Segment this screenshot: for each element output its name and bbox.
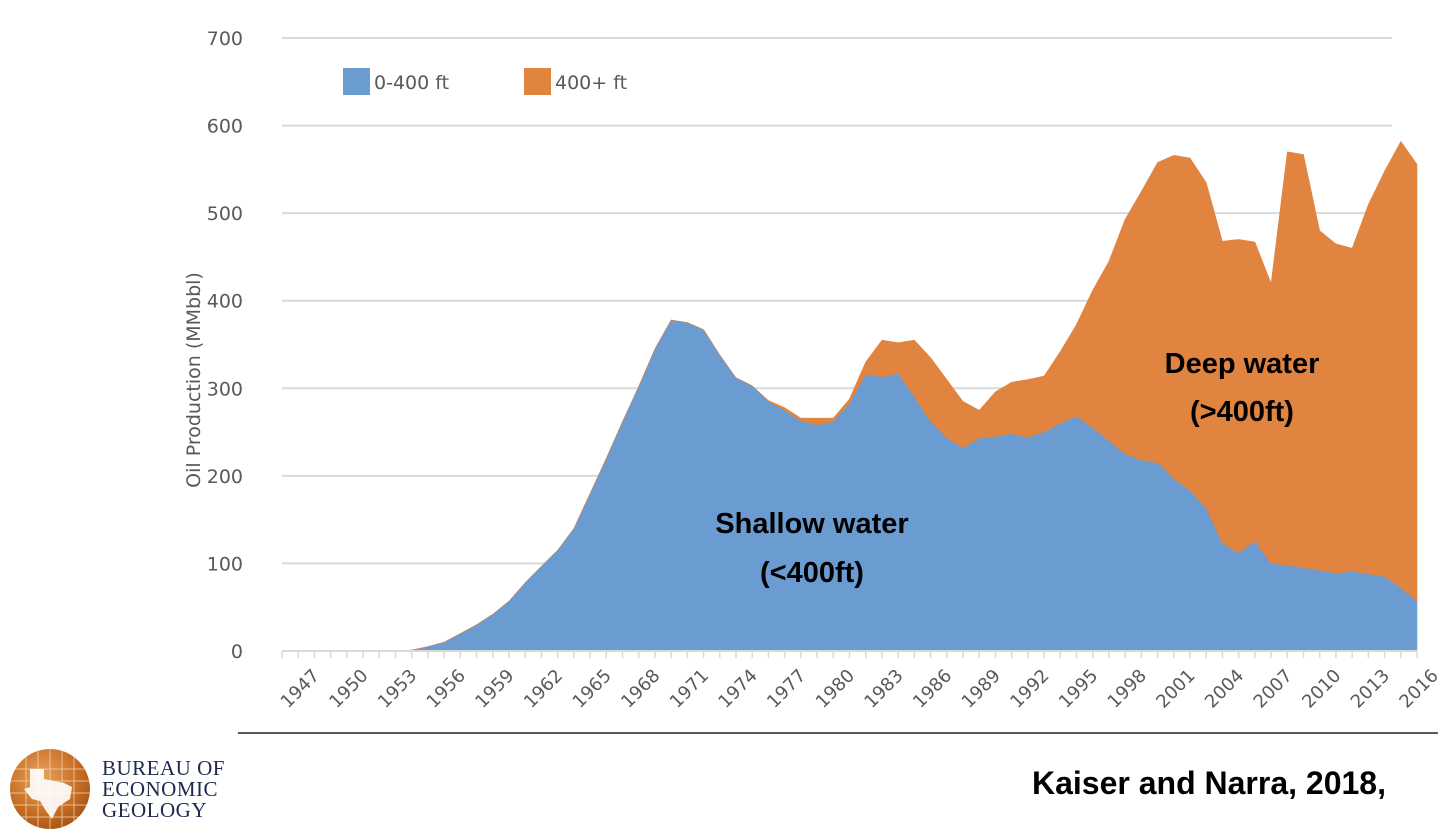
x-tick-label: 1983 (860, 665, 907, 712)
y-axis-label: Oil Production (MMbbl) (183, 272, 205, 488)
gridlines (282, 37, 1392, 565)
area-deep (282, 140, 1418, 652)
x-tick-label: 1971 (666, 665, 713, 712)
x-tick-label: 1989 (958, 665, 1005, 712)
logo-line2: ECONOMIC (102, 777, 219, 801)
x-tick-label: 1995 (1055, 665, 1102, 712)
legend: 0-400 ft 400+ ft (343, 68, 627, 95)
y-tick-label: 500 (207, 203, 243, 225)
stacked-area-chart: 1947 1950 1953 1956 1959 1962 1965 1968 1971 1974… (183, 28, 1443, 713)
annotation-deep: Deep water (>400ft) (1165, 348, 1320, 428)
y-tick-label: 0 (231, 641, 243, 663)
legend-swatch-shallow (343, 68, 370, 95)
y-tick-label: 300 (207, 378, 243, 400)
globe-texas-icon (10, 749, 90, 829)
y-tick-label: 100 (207, 553, 243, 575)
x-tick-label: 1959 (471, 665, 518, 712)
x-tick-label: 1956 (423, 665, 470, 712)
bureau-logo: BUREAU OF ECONOMIC GEOLOGY (5, 746, 255, 832)
x-tick-label: 1974 (714, 665, 761, 712)
annotation-shallow-line1: Shallow water (715, 508, 908, 540)
bureau-logo-text: BUREAU OF ECONOMIC GEOLOGY (102, 758, 225, 821)
y-tick-label: 600 (207, 116, 243, 138)
annotation-shallow: Shallow water (<400ft) (715, 508, 908, 589)
x-tick-label: 1998 (1104, 665, 1151, 712)
y-axis: 0 100 200 300 400 500 600 700 (207, 28, 243, 663)
citation: Kaiser and Narra, 2018, (1032, 765, 1386, 801)
legend-label-deep: 400+ ft (555, 72, 627, 94)
annotation-shallow-line2: (<400ft) (760, 557, 864, 589)
x-tick-label: 2001 (1152, 665, 1199, 712)
legend-label-shallow: 0-400 ft (374, 72, 449, 94)
x-tick-label: 1953 (374, 665, 421, 712)
x-tick-label: 1980 (812, 665, 859, 712)
x-tick-label: 2010 (1298, 665, 1345, 712)
logo-line1: BUREAU OF (102, 756, 225, 780)
legend-swatch-deep (524, 68, 551, 95)
annotation-deep-line2: (>400ft) (1190, 396, 1294, 428)
x-tick-label: 1950 (325, 665, 372, 712)
x-axis: 1947 1950 1953 1956 1959 1962 1965 1968 1971 1974… (277, 650, 1443, 713)
y-tick-label: 700 (207, 28, 243, 50)
x-tick-label: 2004 (1201, 665, 1248, 712)
x-tick-label: 1986 (909, 665, 956, 712)
x-tick-label: 1962 (520, 665, 567, 712)
x-tick-label: 2016 (1395, 665, 1442, 712)
x-tick-label: 1947 (277, 665, 324, 712)
y-tick-label: 400 (207, 291, 243, 313)
logo-line3: GEOLOGY (102, 798, 207, 822)
y-tick-label: 200 (207, 466, 243, 488)
x-tick-label: 1977 (763, 665, 810, 712)
footer-divider (238, 732, 1438, 734)
x-tick-label: 1968 (617, 665, 664, 712)
annotation-deep-line1: Deep water (1165, 348, 1320, 380)
x-tick-label: 1992 (1006, 665, 1053, 712)
x-tick-label: 2013 (1347, 665, 1394, 712)
x-tick-label: 1965 (569, 665, 616, 712)
x-tick-label: 2007 (1250, 665, 1297, 712)
